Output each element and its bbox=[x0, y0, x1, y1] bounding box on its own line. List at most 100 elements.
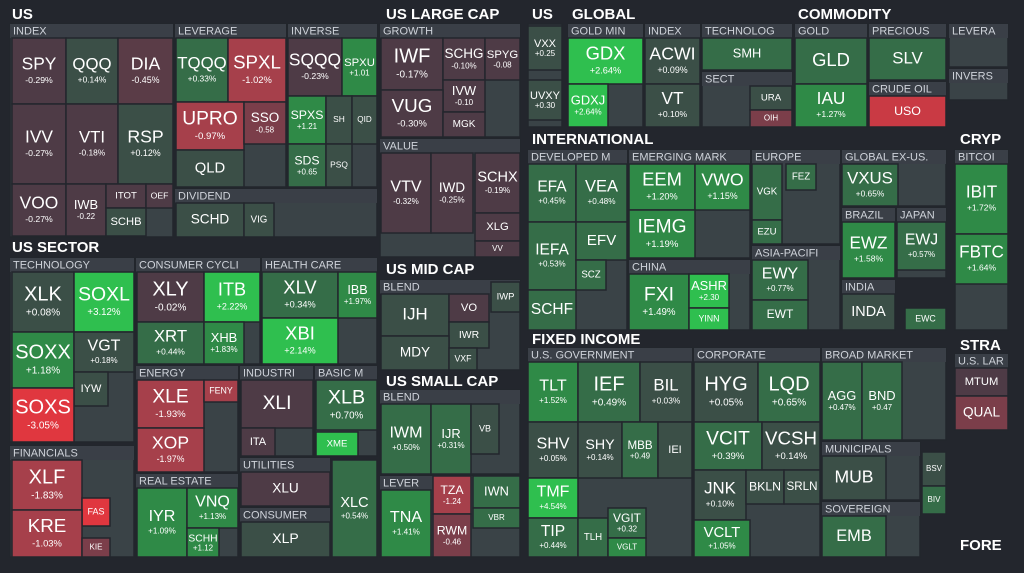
tile[interactable] bbox=[921, 451, 947, 487]
tile[interactable] bbox=[315, 431, 359, 457]
tile[interactable] bbox=[287, 37, 343, 97]
tile[interactable] bbox=[380, 152, 432, 234]
tile[interactable] bbox=[472, 507, 521, 529]
tile[interactable] bbox=[575, 221, 628, 261]
tile[interactable] bbox=[841, 293, 896, 331]
tile[interactable] bbox=[240, 521, 331, 558]
tile[interactable] bbox=[240, 427, 276, 457]
tile[interactable] bbox=[607, 507, 647, 539]
tile[interactable] bbox=[896, 221, 947, 271]
tile[interactable] bbox=[868, 37, 947, 81]
tile[interactable] bbox=[474, 152, 521, 214]
tile[interactable] bbox=[575, 163, 628, 223]
tile[interactable] bbox=[954, 163, 1009, 235]
tile[interactable] bbox=[657, 421, 693, 479]
tile[interactable] bbox=[527, 477, 579, 519]
tile[interactable] bbox=[81, 537, 111, 558]
tile[interactable] bbox=[757, 361, 821, 423]
tile[interactable] bbox=[243, 202, 275, 238]
tile[interactable] bbox=[203, 271, 261, 323]
tile[interactable] bbox=[472, 475, 521, 509]
tile[interactable] bbox=[11, 331, 75, 389]
tile[interactable] bbox=[527, 361, 579, 423]
tile[interactable] bbox=[315, 379, 378, 431]
tile[interactable] bbox=[794, 83, 868, 128]
tile[interactable] bbox=[785, 163, 817, 191]
tile[interactable] bbox=[628, 273, 690, 331]
tile[interactable] bbox=[287, 143, 327, 188]
tile[interactable] bbox=[954, 395, 1009, 431]
tile[interactable] bbox=[73, 371, 109, 407]
tile[interactable] bbox=[11, 387, 75, 443]
tile[interactable] bbox=[701, 37, 793, 71]
tile[interactable] bbox=[474, 212, 521, 242]
tile[interactable] bbox=[136, 427, 205, 473]
tile[interactable] bbox=[527, 221, 577, 291]
tile[interactable] bbox=[470, 403, 500, 455]
tile[interactable] bbox=[751, 219, 783, 245]
tile[interactable] bbox=[430, 152, 474, 234]
tile[interactable] bbox=[639, 361, 693, 423]
tile[interactable] bbox=[351, 95, 378, 145]
tile[interactable] bbox=[688, 307, 730, 331]
tile[interactable] bbox=[203, 321, 245, 365]
tile[interactable] bbox=[527, 79, 563, 121]
tile[interactable] bbox=[341, 37, 378, 97]
tile[interactable] bbox=[904, 307, 947, 331]
tile[interactable] bbox=[145, 183, 174, 209]
tile[interactable] bbox=[175, 37, 229, 103]
tile[interactable] bbox=[186, 527, 220, 558]
tile[interactable] bbox=[11, 509, 83, 558]
tile[interactable] bbox=[821, 515, 887, 558]
tile[interactable] bbox=[693, 421, 763, 471]
tile[interactable] bbox=[751, 299, 809, 331]
tile[interactable] bbox=[527, 517, 579, 558]
tile[interactable] bbox=[621, 421, 659, 479]
tile[interactable] bbox=[175, 101, 245, 151]
tile[interactable] bbox=[575, 259, 607, 291]
tile[interactable] bbox=[203, 379, 239, 403]
tile[interactable] bbox=[73, 271, 135, 333]
tile[interactable] bbox=[175, 202, 245, 238]
tile[interactable] bbox=[117, 103, 174, 185]
tile[interactable] bbox=[136, 487, 188, 558]
tile[interactable] bbox=[261, 271, 339, 319]
tile[interactable] bbox=[761, 421, 821, 471]
tile[interactable] bbox=[841, 163, 899, 207]
tile[interactable] bbox=[331, 459, 378, 558]
tile[interactable] bbox=[577, 361, 641, 423]
tile[interactable] bbox=[442, 111, 486, 138]
tile[interactable] bbox=[448, 347, 478, 371]
tile[interactable] bbox=[380, 403, 432, 475]
tile[interactable] bbox=[175, 149, 245, 188]
tile[interactable] bbox=[745, 469, 785, 505]
tile[interactable] bbox=[921, 485, 947, 515]
tile[interactable] bbox=[868, 95, 947, 128]
tile[interactable] bbox=[749, 85, 793, 111]
tile[interactable] bbox=[240, 471, 331, 507]
tile[interactable] bbox=[861, 361, 903, 441]
tile[interactable] bbox=[954, 233, 1009, 285]
tile[interactable] bbox=[794, 37, 868, 85]
tile[interactable] bbox=[783, 469, 821, 505]
tile[interactable] bbox=[105, 207, 147, 237]
tile[interactable] bbox=[527, 421, 579, 479]
tile[interactable] bbox=[325, 143, 353, 188]
tile[interactable] bbox=[577, 421, 623, 479]
tile[interactable] bbox=[567, 83, 609, 128]
tile[interactable] bbox=[432, 513, 472, 558]
tile[interactable] bbox=[490, 281, 521, 313]
tile[interactable] bbox=[430, 403, 472, 475]
tile[interactable] bbox=[448, 321, 490, 349]
tile[interactable] bbox=[577, 517, 609, 558]
tile[interactable] bbox=[11, 271, 75, 333]
tile[interactable] bbox=[644, 37, 701, 85]
tile[interactable] bbox=[821, 455, 887, 501]
tile[interactable] bbox=[607, 537, 647, 558]
tile[interactable] bbox=[380, 335, 450, 371]
tile[interactable] bbox=[11, 459, 83, 511]
tile[interactable] bbox=[432, 475, 472, 515]
tile[interactable] bbox=[751, 163, 783, 221]
tile[interactable] bbox=[693, 361, 759, 423]
tile[interactable] bbox=[261, 317, 339, 365]
